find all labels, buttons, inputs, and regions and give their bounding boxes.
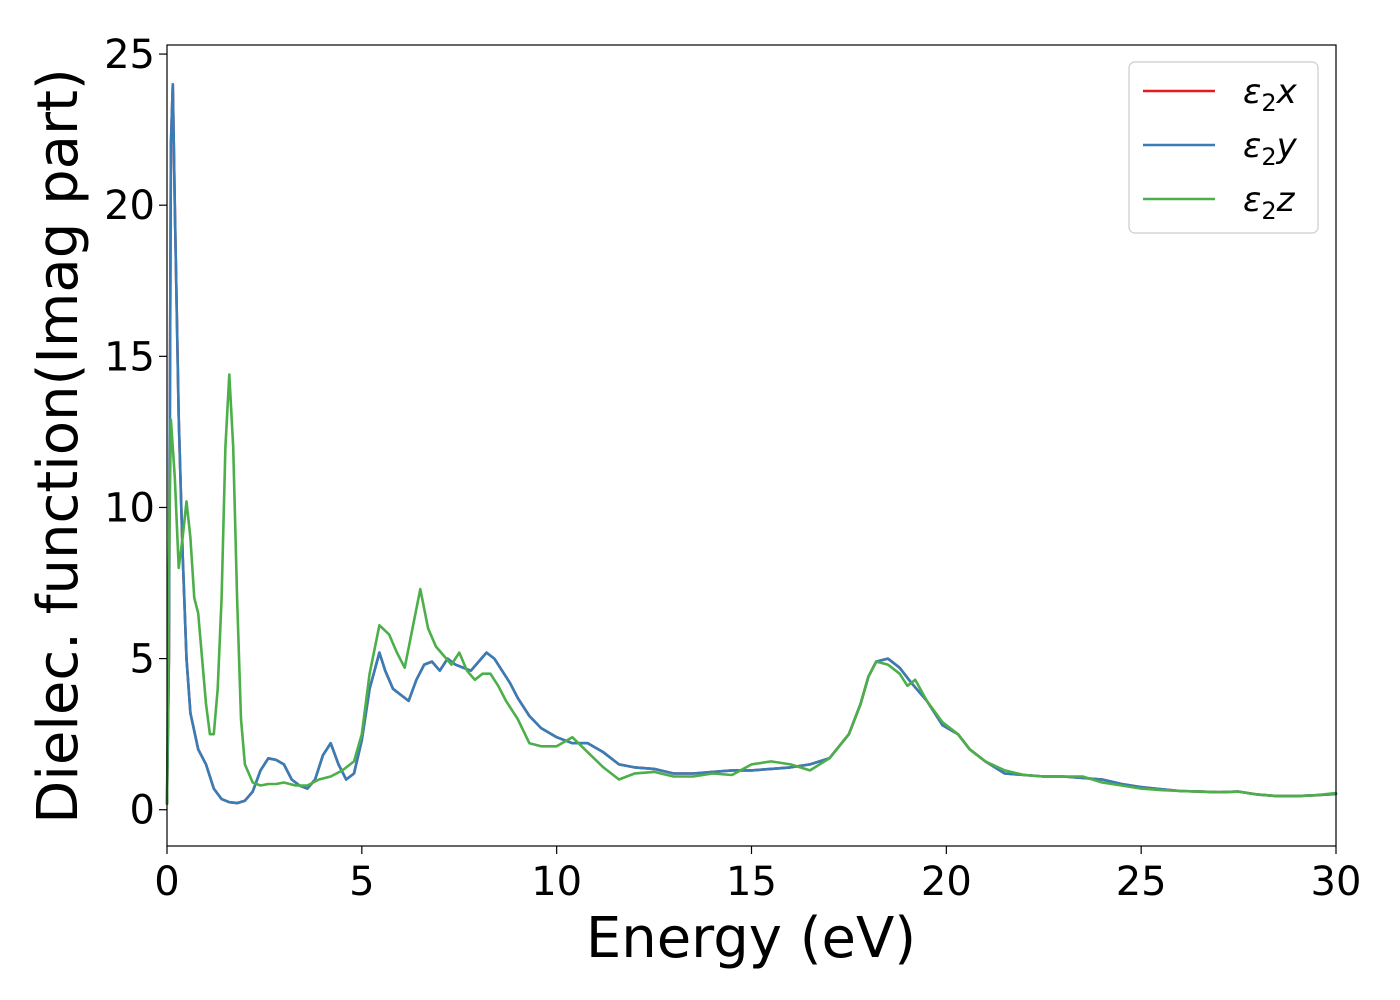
- legend-label-x: ε2x: [1243, 72, 1298, 117]
- y-tick-label: 5: [130, 637, 155, 683]
- x-tick-label: 15: [726, 859, 777, 905]
- x-axis-title: Energy (eV): [586, 906, 916, 971]
- series-layer: [165, 83, 1338, 805]
- y-tick-label: 0: [130, 788, 155, 834]
- x-tick-label: 25: [1116, 859, 1167, 905]
- y-tick-label: 10: [104, 485, 155, 531]
- x-tick-label: 0: [154, 859, 179, 905]
- y-axis-title: Dielec. function(Imag part): [26, 68, 91, 824]
- legend-label-y: ε2y: [1243, 126, 1298, 171]
- x-tick-label: 5: [349, 859, 374, 905]
- y-tick-label: 20: [104, 183, 155, 229]
- series-line-z: [165, 373, 1338, 805]
- legend: ε2x ε2y ε2z: [1128, 61, 1319, 234]
- y-tick-label: 25: [104, 32, 155, 78]
- x-axis-ticks: 0 5 10 15 20 25 30: [154, 846, 1361, 905]
- legend-box: [1128, 61, 1319, 234]
- y-axis-ticks: 0 5 10 15 20 25: [104, 32, 167, 834]
- x-tick-label: 20: [921, 859, 972, 905]
- x-tick-label: 30: [1311, 859, 1362, 905]
- legend-label-z: ε2z: [1243, 180, 1296, 225]
- x-tick-label: 10: [531, 859, 582, 905]
- y-tick-label: 15: [104, 334, 155, 380]
